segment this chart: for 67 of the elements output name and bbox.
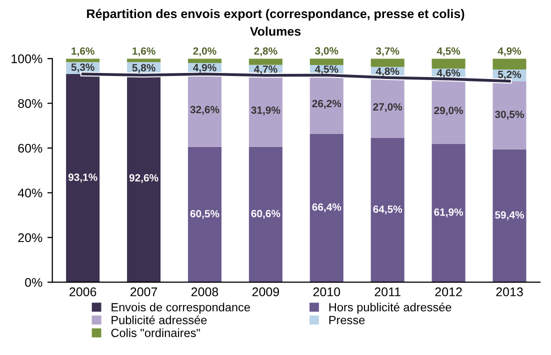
data-label: 4,6% [436, 69, 460, 78]
data-label: 27,0% [373, 103, 402, 112]
bar [248, 58, 282, 65]
legend-label: Envois de correspondance [112, 302, 250, 314]
bar [248, 146, 282, 282]
x-tick-label: 2012 [435, 287, 462, 296]
y-tick-label: 0% [25, 278, 42, 287]
data-label: 59,4% [495, 211, 524, 220]
y-tick-label: 20% [18, 233, 42, 242]
data-label: 2,8% [254, 47, 278, 56]
x-tick-label: 2006 [70, 287, 96, 296]
y-tick-label: 80% [18, 99, 42, 108]
data-label: 32,6% [190, 106, 220, 115]
data-label: 61,9% [434, 208, 464, 218]
x-tick-label: 2009 [252, 287, 279, 296]
y-tick-label: 100% [12, 54, 42, 64]
data-label: 92,6% [129, 174, 158, 183]
data-label: 3,7% [376, 47, 400, 56]
chart-subtitle: Volumes [250, 26, 301, 36]
data-label: 26,2% [312, 100, 342, 109]
data-label: 5,3% [71, 64, 94, 72]
data-label: 4,9% [193, 64, 216, 73]
data-label: 5,8% [132, 64, 156, 73]
data-label: 60,6% [251, 210, 280, 219]
bar [370, 58, 404, 67]
data-label: 1,6% [72, 47, 94, 56]
y-tick-label: 60% [18, 144, 42, 153]
data-label: 4,9% [498, 47, 522, 56]
data-label: 60,5% [190, 210, 220, 219]
data-label: 4,7% [254, 66, 278, 74]
bar [432, 144, 466, 282]
legend-label: Publicité adressée [112, 315, 207, 324]
data-label: 4,8% [376, 68, 400, 77]
data-label: 3,0% [315, 47, 338, 56]
bar [370, 138, 404, 282]
x-tick-label: 2010 [313, 287, 340, 296]
bar [66, 74, 100, 282]
legend-label: Hors publicité adressée [329, 302, 452, 314]
data-label: 30,5% [494, 110, 524, 120]
bar [492, 58, 526, 70]
x-tick-label: 2011 [374, 287, 400, 296]
x-tick-label: 2013 [496, 287, 523, 296]
bar [492, 81, 526, 150]
data-label: 29,0% [434, 106, 464, 116]
data-label: 1,6% [132, 47, 156, 56]
legend-label: Colis "ordinaires" [111, 328, 200, 338]
bar [188, 146, 222, 282]
bar [492, 149, 526, 282]
data-label: 5,2% [498, 70, 522, 80]
bar [370, 78, 404, 138]
x-tick-label: 2007 [130, 287, 158, 296]
x-tick-label: 2008 [191, 287, 218, 296]
data-label: 93,1% [68, 174, 98, 182]
data-label: 31,9% [251, 106, 280, 116]
data-label: 66,4% [312, 203, 342, 212]
bar [310, 58, 344, 66]
data-label: 2,0% [193, 47, 216, 56]
chart-title: Répartition des envois export (correspondance, presse et colis) [87, 8, 464, 21]
data-label: 4,5% [436, 47, 460, 56]
data-label: 64,5% [373, 206, 402, 214]
y-tick-label: 40% [18, 188, 42, 198]
bar [310, 134, 344, 282]
legend-label: Presse [329, 316, 365, 324]
bar [248, 75, 282, 147]
bar [127, 75, 161, 282]
bar [432, 58, 466, 69]
data-label: 4,5% [314, 66, 338, 74]
